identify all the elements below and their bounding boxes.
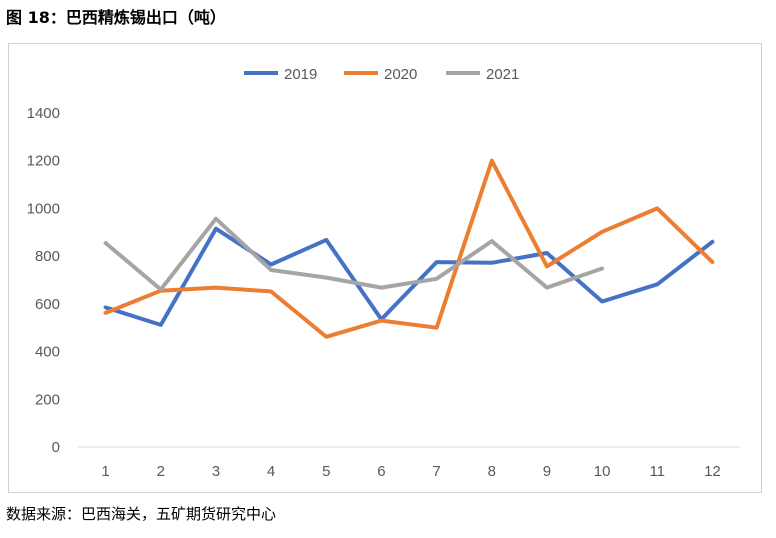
y-tick-label: 600 (35, 296, 60, 313)
chart-series (103, 158, 715, 339)
x-tick-label: 11 (649, 463, 665, 480)
x-tick-label: 6 (377, 463, 385, 480)
y-tick-label: 1400 (27, 105, 60, 122)
x-axis: 1 2 3 4 5 6 7 8 9 10 11 12 (78, 446, 740, 480)
y-tick-label: 400 (35, 344, 60, 361)
y-tick-label: 200 (35, 391, 60, 408)
x-tick-label: 8 (488, 463, 496, 480)
x-tick-label: 12 (704, 463, 721, 480)
x-tick-label: 9 (543, 463, 551, 480)
series-line-2019 (103, 226, 715, 327)
chart-frame (8, 43, 762, 493)
y-tick-label: 1200 (27, 153, 60, 170)
series-line-2020 (103, 158, 715, 339)
x-tick-label: 10 (594, 463, 611, 480)
legend-label-2021: 2021 (486, 66, 519, 83)
x-tick-label: 1 (101, 463, 109, 480)
source-note: 数据来源：巴西海关，五矿期货研究中心 (6, 505, 277, 523)
x-tick-label: 2 (157, 463, 165, 480)
line-chart: 2019 2020 2021 0 200 400 600 800 1000 1200 1400 1… (8, 43, 762, 493)
page-title: 图 18：巴西精炼锡出口（吨） (6, 8, 226, 27)
x-tick-label: 3 (212, 463, 220, 480)
series-line-2021 (103, 216, 605, 292)
chart-legend: 2019 2020 2021 (244, 66, 519, 83)
y-tick-label: 1000 (27, 200, 60, 217)
y-tick-label: 0 (52, 439, 60, 456)
x-tick-label: 4 (267, 463, 275, 480)
legend-label-2019: 2019 (284, 66, 317, 83)
legend-label-2020: 2020 (384, 66, 417, 83)
y-tick-label: 800 (35, 248, 60, 265)
y-axis: 0 200 400 600 800 1000 1200 1400 (27, 105, 60, 456)
x-tick-label: 5 (322, 463, 330, 480)
x-tick-label: 7 (432, 463, 440, 480)
